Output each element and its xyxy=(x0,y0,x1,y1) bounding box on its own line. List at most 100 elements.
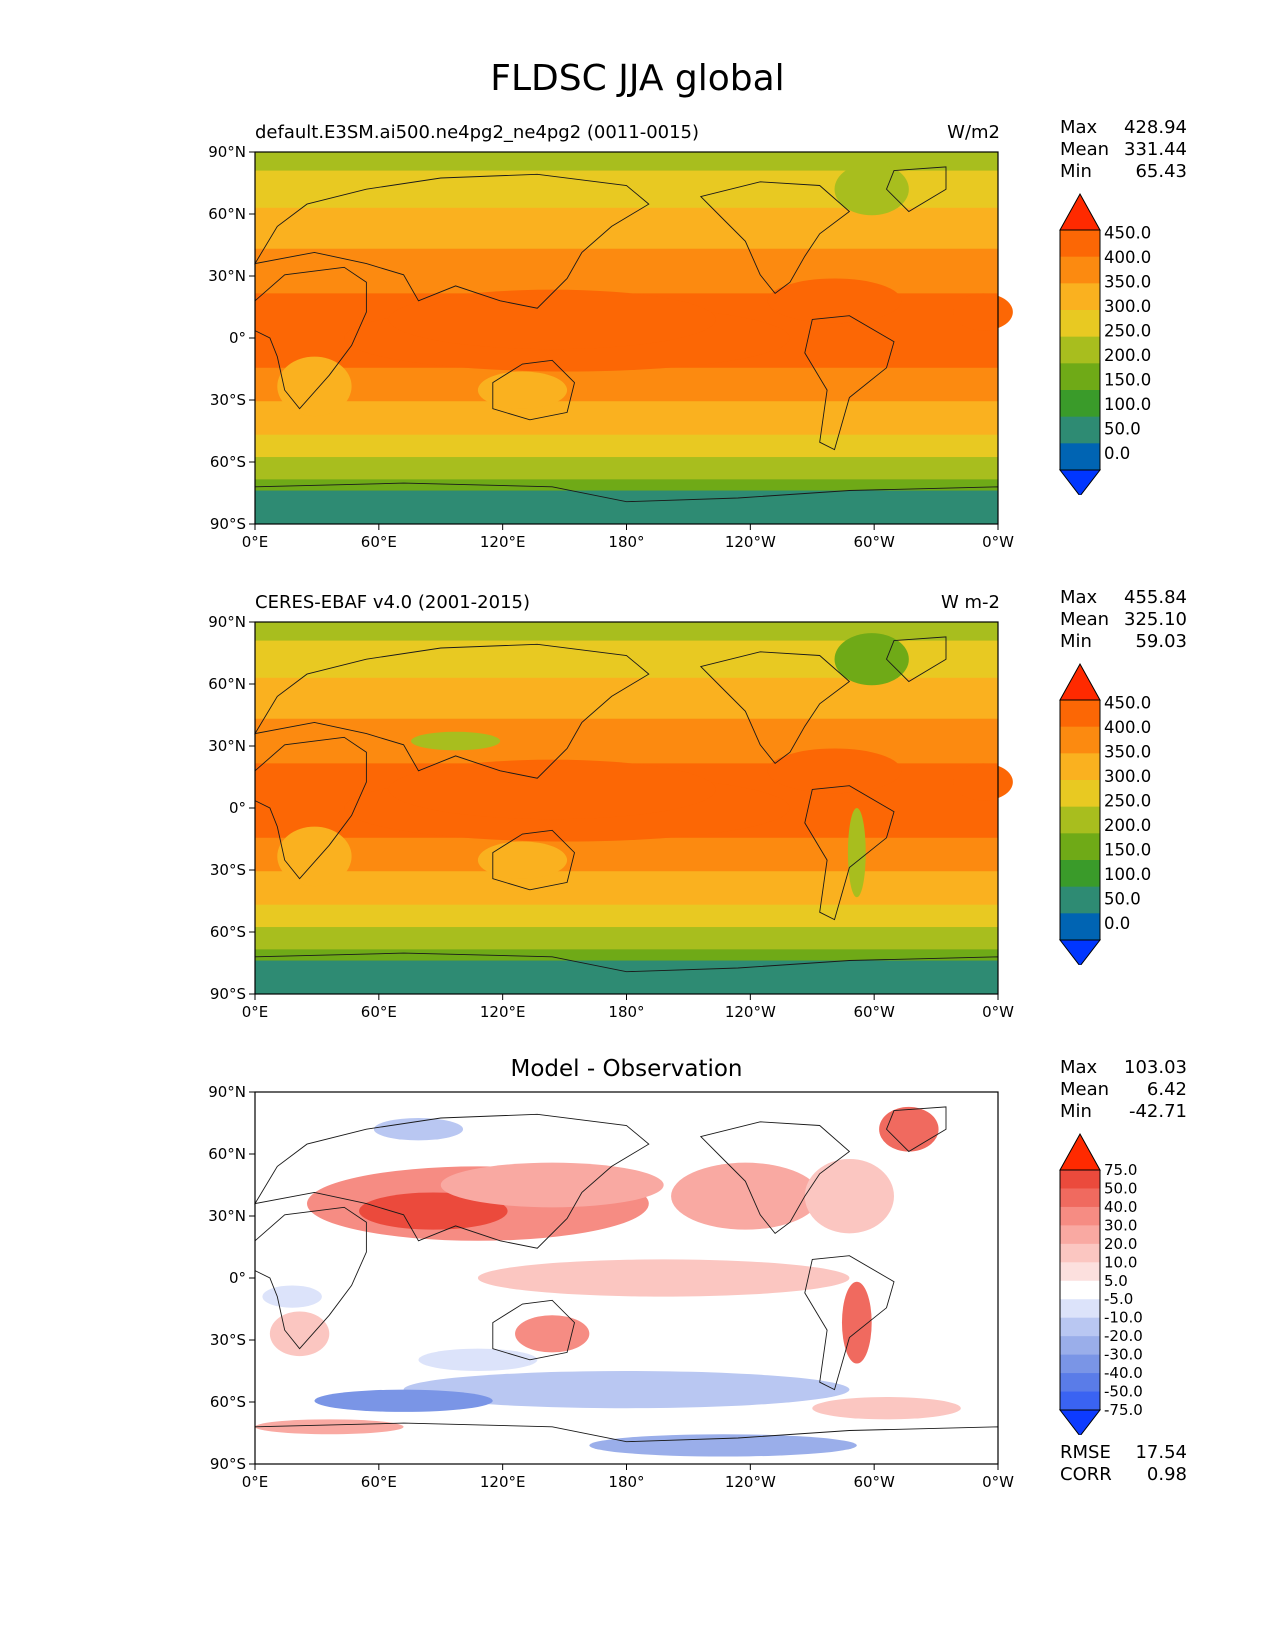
lat-tick-label: 60°N xyxy=(208,1145,246,1163)
panel-2-stat-min: Min 59.03 xyxy=(1060,631,1187,652)
colorbar-level xyxy=(1060,1262,1100,1282)
lon-tick-label: 60°W xyxy=(853,1003,895,1021)
lat-tick-label: 0° xyxy=(229,1269,246,1287)
colorbar-tick-label: -50.0 xyxy=(1104,1383,1143,1401)
colorbar-tick-label: -40.0 xyxy=(1104,1364,1143,1382)
colorbar-tick-label: -75.0 xyxy=(1104,1401,1143,1419)
lon-tick-label: 0°E xyxy=(242,533,269,551)
colorbar-level xyxy=(1060,700,1100,728)
colorbar-extend-min xyxy=(1058,939,1102,965)
lat-tick-label: 30°S xyxy=(210,391,246,409)
lon-tick-label: 0°E xyxy=(242,1003,269,1021)
lat-tick-label: 30°N xyxy=(208,267,246,285)
colorbar-tick-label: 450.0 xyxy=(1104,224,1151,243)
colorbar-level xyxy=(1060,1225,1100,1245)
colorbar-level xyxy=(1060,1299,1100,1319)
colorbar-level xyxy=(1060,753,1100,781)
lat-tick-label: 90°S xyxy=(210,985,246,1003)
colorbar-level xyxy=(1060,1373,1100,1392)
lon-tick-label: 60°W xyxy=(853,1473,895,1491)
colorbar-level xyxy=(1060,1336,1100,1356)
colorbar-tick-label: 100.0 xyxy=(1104,395,1151,414)
lon-tick-label: 60°E xyxy=(361,1003,397,1021)
colorbar-level xyxy=(1060,230,1100,258)
colorbar-extend-min xyxy=(1058,469,1102,495)
panel-1-stat-min: Min 65.43 xyxy=(1060,161,1187,182)
lon-tick-label: 120°E xyxy=(480,1473,526,1491)
colorbar-tick-label: 10.0 xyxy=(1104,1253,1137,1271)
lon-tick-label: 0°W xyxy=(982,1003,1014,1021)
colorbar-level xyxy=(1060,833,1100,861)
panel-1-left-label: default.E3SM.ai500.ne4pg2_ne4pg2 (0011-0… xyxy=(255,122,700,143)
colorbar-tick-label: -10.0 xyxy=(1104,1309,1143,1327)
colorbar-level xyxy=(1060,860,1100,888)
colorbar-level xyxy=(1060,443,1100,471)
colorbar-level xyxy=(1060,1391,1100,1411)
colorbar-tick-label: 200.0 xyxy=(1104,346,1151,365)
colorbar-level xyxy=(1060,1354,1100,1374)
lat-tick-label: 90°N xyxy=(208,143,246,161)
colorbar-tick-label: 150.0 xyxy=(1104,841,1151,860)
panel-3-stat-mean: Mean 6.42 xyxy=(1060,1079,1187,1100)
colorbar-extend-max xyxy=(1059,662,1101,701)
colorbar-level xyxy=(1060,416,1100,444)
panel-1-units-label: W/m2 xyxy=(947,122,1000,143)
lat-tick-label: 30°S xyxy=(210,1331,246,1349)
colorbar-tick-label: 250.0 xyxy=(1104,322,1151,341)
lon-tick-label: 0°W xyxy=(982,1473,1014,1491)
colorbar-tick-label: 350.0 xyxy=(1104,743,1151,762)
colorbar-level xyxy=(1060,310,1100,338)
lon-tick-label: 120°E xyxy=(480,533,526,551)
colorbar-tick-label: -30.0 xyxy=(1104,1346,1143,1364)
panel-1-colorbar: 450.0 400.0 350.0 300.0 250.0 200.0 150.0 100.0… xyxy=(1058,192,1151,495)
lat-tick-label: 0° xyxy=(229,799,246,817)
lon-tick-label: 60°E xyxy=(361,1473,397,1491)
lat-tick-label: 60°N xyxy=(208,675,246,693)
lon-tick-label: 0°W xyxy=(982,533,1014,551)
colorbar-tick-label: 400.0 xyxy=(1104,718,1151,737)
panel-3-stat-max: Max 103.03 xyxy=(1060,1057,1187,1078)
colorbar-tick-label: -5.0 xyxy=(1104,1290,1133,1308)
lat-tick-label: 60°S xyxy=(210,453,246,471)
colorbar-level xyxy=(1060,780,1100,808)
lat-tick-label: 90°S xyxy=(210,515,246,533)
lat-tick-label: 90°S xyxy=(210,1455,246,1473)
panel-3-stat-min: Min -42.71 xyxy=(1060,1101,1187,1122)
panel-3-colorbar: 75.050.040.030.020.010.05.0-5.0-10.0-20.… xyxy=(1058,1132,1143,1435)
colorbar-level xyxy=(1060,886,1100,914)
colorbar-level xyxy=(1060,806,1100,834)
colorbar-level xyxy=(1060,913,1100,941)
panel-2-stat-max: Max 455.84 xyxy=(1060,587,1187,608)
panel-3-stat-corr: CORR 0.98 xyxy=(1060,1464,1187,1485)
colorbar-level xyxy=(1060,1206,1100,1226)
lon-tick-label: 180° xyxy=(608,1473,644,1491)
colorbar-tick-label: 350.0 xyxy=(1104,273,1151,292)
panel-3-title: Model - Observation xyxy=(510,1056,743,1082)
colorbar-level xyxy=(1060,256,1100,284)
colorbar-tick-label: 0.0 xyxy=(1104,914,1130,933)
colorbar-level xyxy=(1060,1280,1100,1300)
lat-tick-label: 60°S xyxy=(210,1393,246,1411)
colorbar-tick-label: 50.0 xyxy=(1104,420,1141,439)
lon-tick-label: 120°E xyxy=(480,1003,526,1021)
lon-tick-label: 120°W xyxy=(725,533,776,551)
colorbar-tick-label: 200.0 xyxy=(1104,816,1151,835)
colorbar-tick-label: 50.0 xyxy=(1104,1179,1137,1197)
colorbar-level xyxy=(1060,1317,1100,1337)
colorbar-tick-label: 50.0 xyxy=(1104,890,1141,909)
lon-tick-label: 60°E xyxy=(361,533,397,551)
lat-tick-label: 90°N xyxy=(208,1083,246,1101)
lon-tick-label: 60°W xyxy=(853,533,895,551)
colorbar-level xyxy=(1060,283,1100,311)
colorbar-tick-label: 40.0 xyxy=(1104,1198,1137,1216)
colorbar-extend-min xyxy=(1058,1409,1102,1435)
colorbar-tick-label: 250.0 xyxy=(1104,792,1151,811)
lon-tick-label: 180° xyxy=(608,533,644,551)
panel-3-map: 90°N 60°N 30°N 0° 30°S 60°S 90°S 0°E 60°E 120°E 1… xyxy=(208,1083,1014,1491)
colorbar-extend-max xyxy=(1059,1132,1101,1171)
panel-1-stat-mean: Mean 331.44 xyxy=(1060,139,1187,160)
lat-tick-label: 0° xyxy=(229,329,246,347)
colorbar-tick-label: 400.0 xyxy=(1104,248,1151,267)
colorbar-tick-label: 0.0 xyxy=(1104,444,1130,463)
lat-tick-label: 90°N xyxy=(208,613,246,631)
